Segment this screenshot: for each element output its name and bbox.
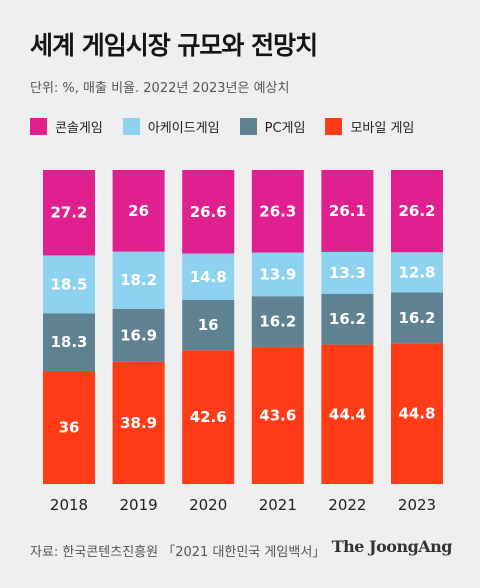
bar-segment-arcade-2023: [391, 252, 443, 293]
x-tick-label-2022: 2022: [328, 496, 366, 514]
bar-segment-pc-2020: [182, 299, 235, 351]
value-label-arcade-2022: 13.3: [329, 264, 366, 282]
value-label-console-2022: 26.1: [329, 202, 366, 220]
bar-segment-console-2019: [112, 170, 165, 252]
value-label-arcade-2020: 14.8: [190, 268, 227, 286]
legend-swatch-pc: [239, 118, 257, 135]
legend-item-mobile: 모바일 게임: [325, 117, 414, 136]
legend-item-arcade: 아케이드게임: [122, 117, 220, 136]
legend-swatch-arcade: [122, 118, 140, 135]
legend-swatch-console: [30, 118, 47, 135]
bar-segment-mobile-2020: [182, 350, 235, 484]
value-label-arcade-2019: 18.2: [120, 271, 157, 289]
bar-segment-pc-2021: [251, 296, 304, 348]
bar-segment-arcade-2020: [182, 253, 235, 300]
value-label-mobile-2023: 44.8: [398, 405, 435, 423]
value-label-console-2018: 27.2: [50, 204, 87, 222]
value-label-arcade-2021: 13.9: [259, 265, 296, 283]
chart-legend: 콘솔게임 아케이드게임 PC게임 모바일 게임: [30, 117, 414, 136]
value-label-mobile-2018: 36: [59, 418, 80, 436]
x-tick-label-2020: 2020: [189, 496, 227, 514]
value-label-console-2021: 26.3: [259, 202, 296, 220]
bar-segment-mobile-2022: [321, 344, 374, 484]
x-tick-label-2021: 2021: [259, 496, 297, 514]
bar-segment-arcade-2022: [321, 251, 374, 294]
value-label-mobile-2022: 44.4: [329, 405, 366, 423]
bar-segment-mobile-2018: [43, 370, 95, 484]
value-label-pc-2019: 16.9: [120, 326, 157, 344]
bar-segment-arcade-2021: [251, 252, 304, 297]
value-label-pc-2022: 16.2: [329, 310, 366, 328]
value-label-console-2020: 26.6: [190, 203, 227, 221]
value-label-pc-2023: 16.2: [398, 309, 435, 327]
value-label-console-2023: 26.2: [398, 202, 435, 220]
bar-segment-console-2021: [251, 170, 304, 253]
bar-segment-console-2022: [321, 170, 374, 252]
bar-segment-arcade-2018: [43, 255, 95, 314]
legend-label-mobile: 모바일 게임: [350, 121, 415, 136]
legend-label-arcade: 아케이드게임: [147, 121, 220, 136]
value-label-pc-2020: 16: [198, 316, 219, 334]
value-label-arcade-2023: 12.8: [398, 263, 435, 281]
bar-segment-mobile-2019: [112, 361, 165, 484]
x-tick-label-2018: 2018: [50, 496, 88, 514]
value-label-mobile-2021: 43.6: [259, 407, 296, 425]
bar-segment-mobile-2023: [391, 343, 443, 484]
legend-label-pc: PC게임: [264, 121, 306, 136]
bar-segment-console-2020: [182, 170, 235, 254]
bar-segment-pc-2022: [321, 293, 374, 345]
bar-segment-pc-2023: [391, 292, 443, 344]
value-label-mobile-2020: 42.6: [190, 408, 227, 426]
bar-segment-mobile-2021: [251, 347, 304, 484]
chart-subtitle: 단위: %, 매출 비율. 2022년 2023년은 예상치: [30, 81, 290, 96]
value-label-arcade-2018: 18.5: [50, 275, 87, 293]
x-tick-label-2023: 2023: [398, 496, 436, 514]
value-label-pc-2018: 18.3: [50, 333, 87, 351]
brand-logo: The JoongAng: [331, 537, 453, 556]
value-label-mobile-2019: 38.9: [120, 414, 157, 432]
bar-segment-arcade-2019: [112, 251, 165, 309]
bar-segment-console-2023: [391, 170, 443, 253]
value-label-console-2019: 26: [128, 202, 149, 220]
legend-item-console: 콘솔게임: [30, 117, 103, 136]
x-tick-label-2019: 2019: [120, 496, 158, 514]
bar-segment-console-2018: [43, 170, 95, 256]
legend-item-pc: PC게임: [239, 117, 306, 136]
bar-segment-pc-2019: [112, 308, 165, 362]
value-label-pc-2021: 16.2: [259, 313, 296, 331]
chart-title: 세계 게임시장 규모와 전망치: [30, 31, 318, 60]
legend-label-console: 콘솔게임: [55, 121, 103, 136]
legend-swatch-mobile: [325, 118, 343, 135]
source-note: 자료: 한국콘텐츠진흥원 「2021 대한민국 게임백서」: [30, 545, 326, 560]
bar-segment-pc-2018: [43, 313, 95, 371]
